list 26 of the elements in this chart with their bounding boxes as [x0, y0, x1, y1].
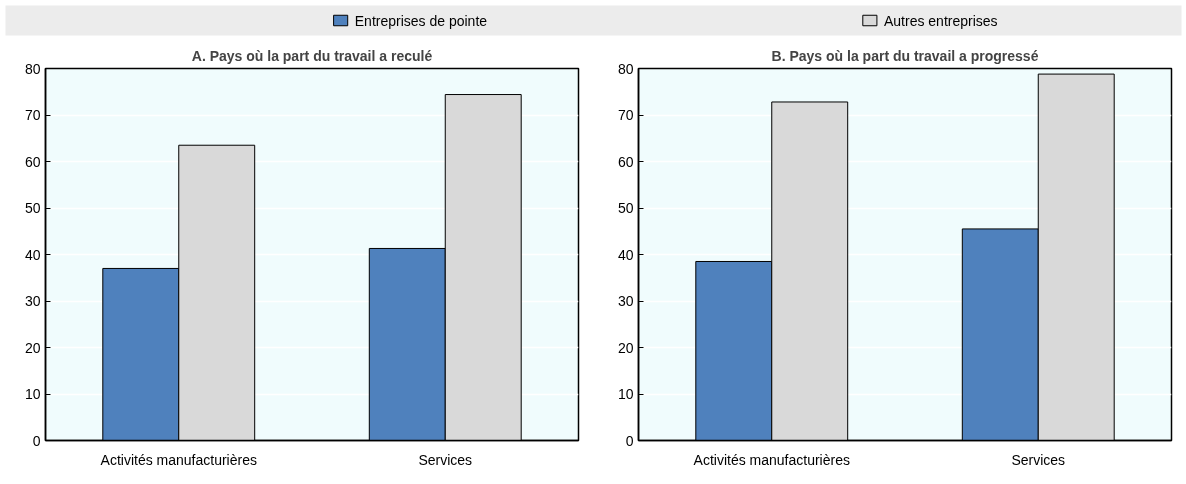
y-tick-label: 20 [617, 339, 634, 356]
y-tick-label: 70 [617, 107, 634, 123]
chart-title: A. Pays où la part du travail a reculé [191, 47, 433, 64]
y-tick-label: 10 [24, 386, 41, 402]
x-tick-label: Services [1011, 451, 1066, 468]
legend-label: Autres entreprises [883, 12, 998, 29]
y-tick-label: 0 [625, 432, 634, 449]
x-tick-label: Activités manufacturières [100, 451, 257, 468]
y-tick-label: 0 [32, 432, 41, 449]
y-tick-label: 20 [24, 339, 41, 356]
y-tick-label: 40 [24, 246, 41, 263]
y-tick-label: 10 [617, 386, 634, 402]
y-tick-label: 50 [617, 200, 634, 216]
y-tick-label: 30 [617, 293, 634, 309]
y-tick-label: 40 [617, 246, 634, 263]
y-tick-label: 80 [617, 60, 634, 77]
x-tick-label: Activités manufacturières [693, 451, 850, 468]
y-tick-label: 70 [24, 107, 41, 123]
y-tick-label: 60 [24, 153, 41, 170]
y-tick-label: 80 [24, 60, 41, 77]
y-tick-label: 50 [24, 200, 41, 216]
legend-label: Entreprises de pointe [354, 12, 488, 29]
chart-title: B. Pays où la part du travail a progressé [771, 47, 1039, 64]
x-tick-label: Services [418, 451, 473, 468]
y-tick-label: 30 [24, 293, 41, 309]
y-tick-label: 60 [617, 153, 634, 170]
